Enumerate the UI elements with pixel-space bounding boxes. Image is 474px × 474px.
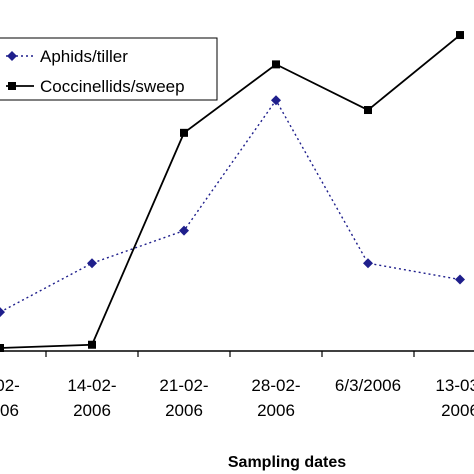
plot-area: [0, 31, 465, 352]
x-tick-label-line: 2006: [441, 401, 474, 420]
data-point-diamond: [87, 258, 97, 269]
x-tick-label: 13-03- 2006: [435, 376, 474, 420]
x-tick-label-line: 2006: [0, 401, 19, 420]
legend: Aphids/tiller Coccinellids/sweep: [0, 37, 218, 101]
x-tick-label: 21-02- 2006: [159, 376, 208, 420]
x-tick-label-line: 28-02-: [251, 376, 300, 395]
data-point-diamond: [179, 225, 189, 236]
x-tick-label: 14-02- 2006: [67, 376, 116, 420]
x-tick-label-line: 13-03-: [435, 376, 474, 395]
x-tick-label: 7-02- 2006: [0, 376, 20, 420]
chart-axes: [0, 350, 474, 357]
x-tick-label-line: 6/3/2006: [335, 376, 401, 395]
x-tick-labels: 7-02- 2006 14-02- 2006 21-02- 2006 28-02- 2006 6…: [0, 376, 474, 420]
legend-label: Coccinellids/sweep: [40, 77, 185, 96]
data-point-diamond: [455, 274, 465, 285]
x-tick-label-line: 7-02-: [0, 376, 20, 395]
legend-label: Aphids/tiller: [40, 47, 128, 66]
x-tick-label-line: 21-02-: [159, 376, 208, 395]
x-tick-label-line: 14-02-: [67, 376, 116, 395]
x-tick-label-line: 2006: [257, 401, 295, 420]
x-axis-title: Sampling dates: [228, 454, 346, 471]
data-point-diamond: [363, 258, 373, 269]
data-point-square: [272, 60, 280, 69]
x-tick-label-line: 2006: [73, 401, 111, 420]
data-point-diamond: [271, 95, 281, 106]
data-point-square: [456, 31, 464, 40]
data-point-square: [0, 344, 4, 352]
legend-marker-square: [8, 82, 16, 90]
series-line: [0, 34, 461, 349]
data-point-square: [364, 106, 372, 115]
data-point-diamond: [0, 307, 5, 318]
legend-marker-diamond: [7, 51, 17, 61]
x-tick-label: 28-02- 2006: [251, 376, 300, 420]
x-tick-label: 6/3/2006: [335, 376, 401, 395]
data-point-square: [180, 128, 188, 137]
series-line: [0, 98, 461, 313]
legend-box: [0, 37, 218, 101]
x-tick-label-line: 2006: [165, 401, 203, 420]
data-point-square: [88, 340, 96, 349]
